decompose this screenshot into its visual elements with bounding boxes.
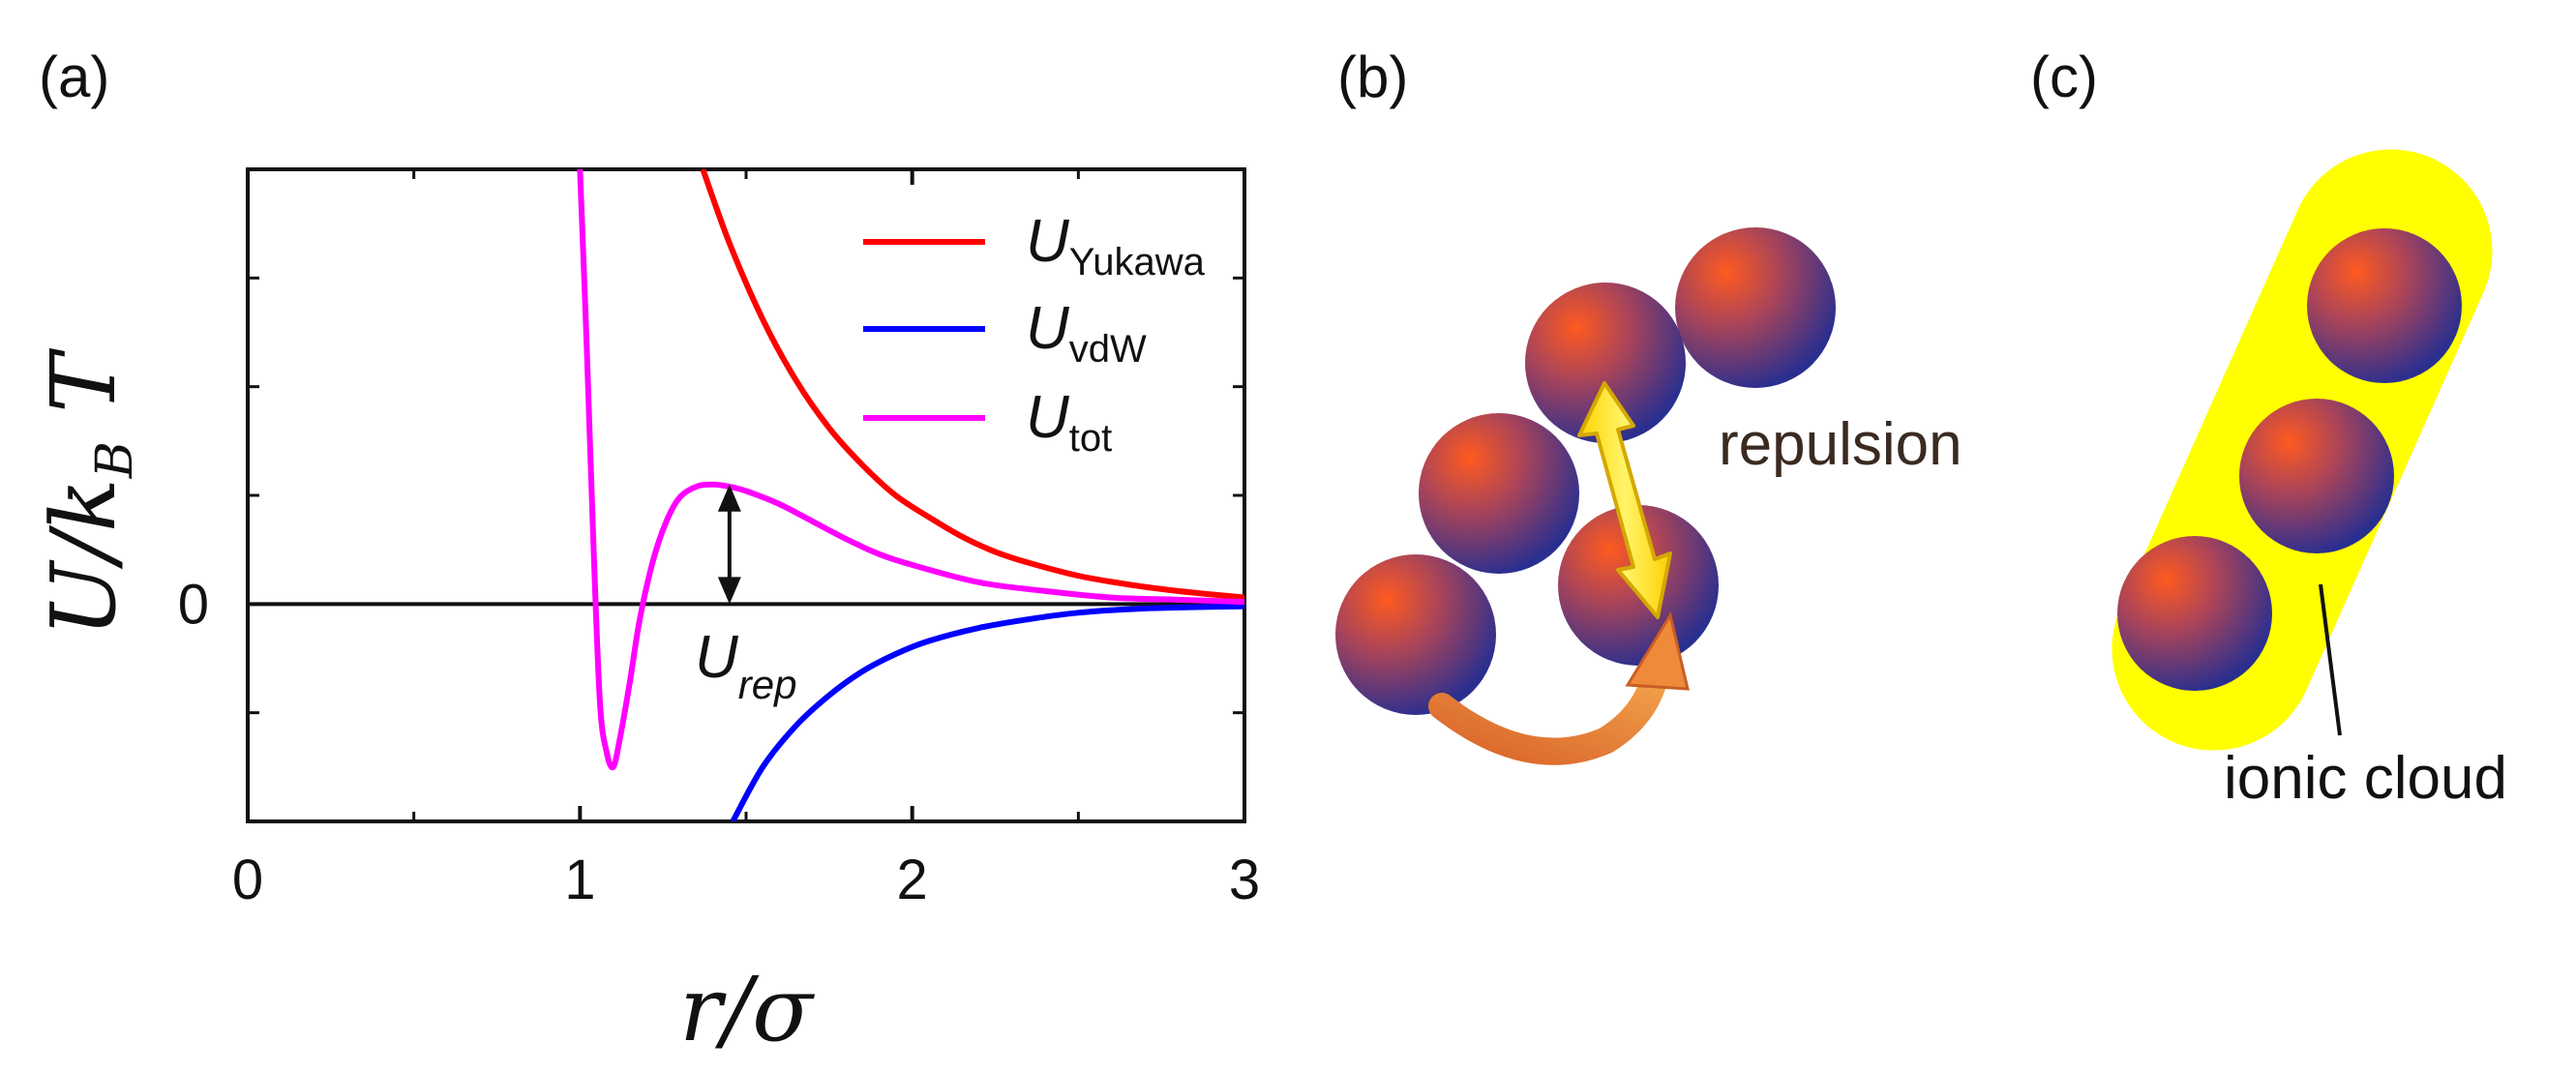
u-rep-label: Urep xyxy=(695,624,796,707)
x-axis-title: r/σ xyxy=(679,958,815,1061)
series-line-vdw xyxy=(730,603,1244,821)
legend-label-yukawa: UYukawa xyxy=(1026,208,1206,283)
ionic-cloud-diagram: ionic cloud xyxy=(2112,149,2507,812)
legend-yukawa-sub: Yukawa xyxy=(1069,241,1206,283)
legend-vdw-main: U xyxy=(1026,295,1070,362)
particle-sphere xyxy=(2117,536,2272,691)
u-rep-label-sub: rep xyxy=(738,662,797,707)
y-tick-label: 0 xyxy=(178,573,209,636)
yellow-arrow-shape xyxy=(1577,381,1672,619)
hop-arrow-head xyxy=(1625,611,1690,691)
panel-label-a: (a) xyxy=(39,45,109,109)
particle-sphere xyxy=(1419,413,1579,574)
repulsion-label: repulsion xyxy=(1719,411,1962,478)
legend-tot-sub: tot xyxy=(1069,417,1112,460)
legend: UYukawa UvdW Utot xyxy=(863,208,1206,460)
particle-sphere xyxy=(2239,399,2394,553)
hop-arrow-body xyxy=(1428,664,1668,765)
x-tick-label: 3 xyxy=(1229,849,1260,911)
legend-yukawa-main: U xyxy=(1026,208,1070,275)
series-line-tot xyxy=(577,169,1244,771)
x-axis-ticks: 0 1 2 3 xyxy=(232,169,1260,911)
series-line-yukawa xyxy=(700,169,1244,601)
panel-label-b: (b) xyxy=(1337,45,1408,109)
panel-label-c: (c) xyxy=(2030,45,2098,109)
y-axis-title: U/kB T xyxy=(32,348,144,638)
legend-label-vdw: UvdW xyxy=(1026,295,1147,371)
particle-sphere xyxy=(1335,554,1496,715)
u-rep-label-main: U xyxy=(695,624,739,691)
x-tick-label: 1 xyxy=(564,849,595,911)
legend-vdw-sub: vdW xyxy=(1069,328,1147,371)
particle-sphere xyxy=(1525,283,1686,443)
repulsion-double-arrow xyxy=(1577,381,1672,619)
x-tick-label: 2 xyxy=(897,849,928,911)
legend-label-tot: Utot xyxy=(1026,384,1112,460)
ionic-cloud-label: ionic cloud xyxy=(2224,745,2507,812)
y-axis-ticks: 0 xyxy=(178,276,1244,715)
legend-tot-main: U xyxy=(1026,384,1070,451)
series-group xyxy=(577,169,1244,821)
u-rep-annotation: Urep xyxy=(695,484,796,707)
u-rep-arrowhead-top xyxy=(717,484,741,512)
x-tick-label: 0 xyxy=(232,849,263,911)
u-rep-arrowhead-bottom xyxy=(717,577,741,605)
particle-sphere xyxy=(2307,228,2462,383)
repulsion-diagram: repulsion xyxy=(1335,227,1962,765)
ionic-cloud-pointer xyxy=(2319,583,2342,736)
particle-sphere xyxy=(1675,227,1836,388)
